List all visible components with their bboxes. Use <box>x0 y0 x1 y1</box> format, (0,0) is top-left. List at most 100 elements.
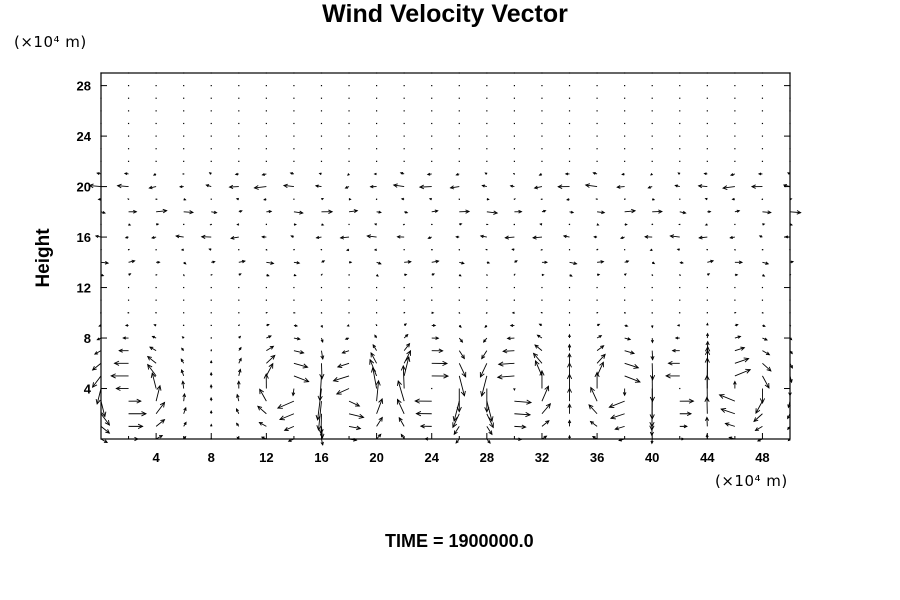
wind-vector <box>266 261 275 265</box>
vector-head <box>373 172 377 176</box>
wind-vector <box>513 148 515 150</box>
wind-vector <box>534 359 543 377</box>
wind-vector <box>403 355 411 377</box>
wind-vector <box>734 209 741 213</box>
vector-head <box>268 362 274 369</box>
vector-dot <box>320 160 323 162</box>
vector-shaft <box>321 350 324 360</box>
vector-shaft <box>231 236 239 239</box>
wind-vector <box>624 110 626 112</box>
vector-shaft <box>670 235 680 238</box>
wind-vector <box>567 387 572 402</box>
vector-head <box>589 420 595 425</box>
wind-vector <box>320 110 323 112</box>
wind-vector <box>513 97 515 99</box>
wind-vector <box>266 273 270 277</box>
wind-vector <box>91 375 102 388</box>
wind-vector <box>541 85 543 87</box>
vector-dot <box>458 198 460 200</box>
vector-dot <box>183 274 185 276</box>
wind-vector <box>624 160 626 162</box>
wind-vector <box>155 160 157 162</box>
wind-vector <box>455 173 460 176</box>
wind-vector <box>458 325 462 328</box>
vector-head <box>148 185 153 190</box>
vector-head <box>150 372 156 379</box>
wind-vector <box>418 184 432 190</box>
wind-vector <box>614 425 625 431</box>
vector-dot <box>431 122 433 125</box>
vector-shaft <box>725 423 736 427</box>
wind-vector <box>624 260 630 264</box>
wind-vector <box>348 299 350 301</box>
vector-shaft <box>585 184 598 188</box>
wind-vector <box>722 185 735 190</box>
vector-shaft <box>321 363 323 379</box>
vector-head <box>697 184 703 189</box>
vector-head <box>355 402 361 407</box>
wind-vector <box>181 380 185 389</box>
vector-dot <box>293 110 295 112</box>
wind-vector <box>349 261 353 264</box>
vector-dot <box>348 223 350 226</box>
vector-dot <box>624 299 626 301</box>
wind-vector <box>707 273 711 276</box>
wind-vector <box>538 173 543 176</box>
vector-dot <box>679 110 681 112</box>
vector-head <box>570 210 575 214</box>
vector-head <box>115 386 121 391</box>
vector-head <box>370 352 375 358</box>
vector-shaft <box>151 372 157 389</box>
wind-vector <box>283 425 295 431</box>
vector-head <box>434 209 439 213</box>
wind-vector <box>651 135 653 137</box>
vector-head <box>369 358 375 365</box>
wind-vector <box>616 185 625 189</box>
vector-head <box>488 430 493 436</box>
vector-dot <box>513 198 515 200</box>
vector-dot <box>376 286 378 289</box>
vector-dot <box>431 135 433 137</box>
wind-vector <box>608 400 625 409</box>
wind-vector <box>734 357 750 364</box>
wind-vector <box>679 411 693 417</box>
vector-dot <box>238 122 240 125</box>
vector-shaft <box>624 350 635 354</box>
vector-shaft <box>699 236 708 239</box>
vector-dot <box>679 148 681 150</box>
wind-vector <box>373 248 377 251</box>
wind-vector <box>567 362 572 376</box>
wind-vector <box>426 172 432 176</box>
wind-vector <box>320 286 323 289</box>
vector-dot <box>761 85 764 87</box>
vector-dot <box>706 299 708 301</box>
vector-dot <box>320 249 323 251</box>
vector-head <box>671 348 676 353</box>
wind-vector <box>127 135 130 137</box>
vector-head <box>349 261 353 264</box>
vector-shaft <box>100 426 110 434</box>
wind-vector <box>210 198 212 200</box>
wind-vector <box>181 347 185 351</box>
wind-vector <box>375 323 378 327</box>
wind-vector <box>263 198 267 201</box>
vector-shaft <box>176 235 184 238</box>
vector-dot <box>183 173 185 175</box>
wind-vector <box>484 172 488 175</box>
wind-vector <box>652 209 663 214</box>
wind-vector <box>679 198 681 200</box>
vector-head <box>543 435 548 439</box>
wind-vector <box>348 97 350 99</box>
vector-shaft <box>762 350 770 356</box>
vector-dot <box>376 324 378 327</box>
vector-dot <box>403 85 405 87</box>
vector-dot <box>541 85 543 87</box>
wind-vector <box>183 274 185 277</box>
vector-dot <box>568 312 571 314</box>
vector-head <box>532 352 539 359</box>
vector-dot <box>127 312 130 314</box>
wind-vector <box>734 249 736 251</box>
wind-vector <box>706 311 708 314</box>
vector-dot <box>155 160 157 162</box>
vector-dot <box>265 110 267 112</box>
